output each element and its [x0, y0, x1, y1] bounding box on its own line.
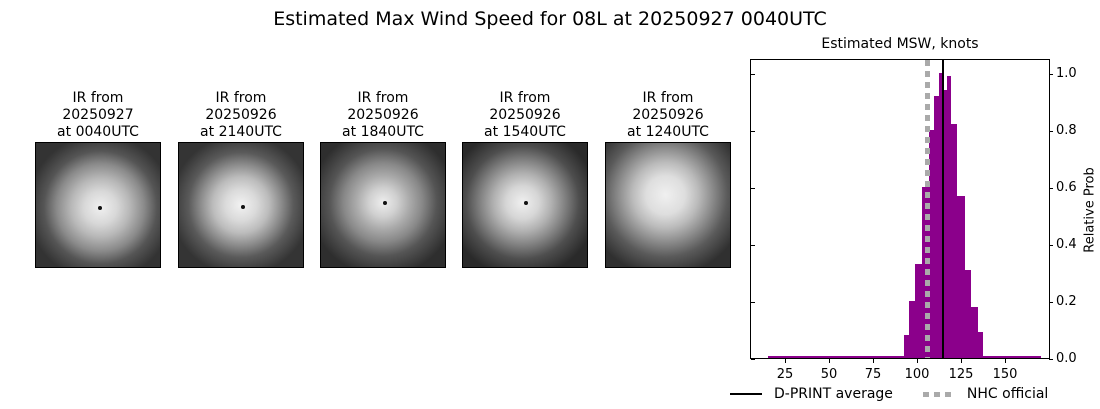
histogram-bar: [970, 306, 978, 358]
ir-panel-title-line: IR from: [499, 90, 551, 106]
x-tick: [873, 359, 874, 363]
legend-label: NHC official: [966, 386, 1049, 402]
histogram-bar: [909, 301, 916, 358]
y-tick: [1049, 359, 1053, 360]
histogram-bar: [903, 335, 910, 358]
histogram-bar: [957, 195, 965, 358]
ir-panel-title-line: at 1540UTC: [484, 124, 566, 140]
histogram-bar: [934, 95, 939, 358]
y-tick: [1049, 74, 1053, 75]
ir-panel-title-line: 20250927: [62, 107, 134, 123]
x-tick-label: 25: [776, 367, 794, 382]
ir-panel-title-line: 20250926: [632, 107, 704, 123]
legend-item-nhc: NHC official: [922, 386, 1049, 402]
x-tick-label: 75: [864, 367, 882, 382]
histogram-bar: [978, 332, 983, 358]
figure-title: Estimated Max Wind Speed for 08L at 2025…: [273, 8, 827, 30]
ir-panel-title-line: at 2140UTC: [200, 124, 282, 140]
ir-panel-title: IR from 20250926 at 1840UTC: [320, 90, 446, 142]
y-axis-title: Relative Prob: [1082, 167, 1098, 253]
x-tick: [917, 359, 918, 363]
x-tick-label: 125: [948, 367, 974, 382]
ir-panel-title: IR from 20250926 at 2140UTC: [178, 90, 304, 142]
histogram-bar: [964, 269, 971, 358]
hurricane-eye-icon: [98, 206, 102, 210]
solid-line-swatch-icon: [730, 393, 762, 395]
ir-panel-title-line: 20250926: [205, 107, 277, 123]
y-tick-label: 0.8: [1056, 123, 1077, 138]
y-tick-left: [751, 302, 755, 303]
nhc-official-line: [924, 60, 930, 358]
y-tick-left: [751, 131, 755, 132]
ir-panel-title-line: IR from: [215, 90, 267, 106]
y-tick-left: [751, 74, 755, 75]
ir-panel: IR from 20250926 at 2140UTC: [178, 90, 304, 268]
ir-panel-title-line: 20250926: [489, 107, 561, 123]
y-tick-label: 1.0: [1056, 66, 1077, 81]
histogram-plot-area: [750, 59, 1050, 359]
y-tick-label: 0.4: [1056, 237, 1077, 252]
ir-satellite-image: [178, 142, 304, 268]
legend-label: D-PRINT average: [774, 386, 893, 402]
y-tick-left: [751, 359, 755, 360]
histogram-bar: [947, 75, 952, 358]
ir-panel: IR from 20250926 at 1540UTC: [462, 90, 588, 268]
y-tick: [1049, 131, 1053, 132]
ir-satellite-image: [320, 142, 446, 268]
ir-panel-title: IR from 20250926 at 1540UTC: [462, 90, 588, 142]
x-tick: [961, 359, 962, 363]
ir-panel-title-line: at 1240UTC: [627, 124, 709, 140]
y-tick-label: 0.6: [1056, 180, 1077, 195]
histogram-bar: [982, 356, 1042, 358]
x-tick: [1005, 359, 1006, 363]
legend-item-dprint: D-PRINT average: [730, 386, 893, 402]
y-tick: [1049, 302, 1053, 303]
histogram-bar: [942, 90, 948, 358]
ir-panel-title-line: IR from: [642, 90, 694, 106]
ir-panel: IR from 20250926 at 1840UTC: [320, 90, 446, 268]
y-tick-left: [751, 245, 755, 246]
histogram-bar: [929, 130, 934, 358]
histogram-bar: [951, 124, 958, 358]
hurricane-eye-icon: [241, 205, 245, 209]
ir-panel-title-line: IR from: [357, 90, 409, 106]
y-tick-label: 0.0: [1056, 351, 1077, 366]
ir-panel-title-line: 20250926: [347, 107, 419, 123]
y-tick-label: 0.2: [1056, 294, 1077, 309]
x-tick: [785, 359, 786, 363]
ir-panel-title-line: at 0040UTC: [57, 124, 139, 140]
ir-panel-title: IR from 20250926 at 1240UTC: [605, 90, 731, 142]
ir-panel-title-line: IR from: [72, 90, 124, 106]
legend: D-PRINT average NHC official: [730, 386, 1078, 402]
y-tick-left: [751, 188, 755, 189]
histogram-bar: [938, 73, 943, 358]
hurricane-eye-icon: [383, 201, 387, 205]
ir-panel: IR from 20250926 at 1240UTC: [605, 90, 731, 268]
x-tick-label: 50: [820, 367, 838, 382]
x-tick: [829, 359, 830, 363]
chart-title: Estimated MSW, knots: [821, 36, 979, 52]
ir-panel-title-line: at 1840UTC: [342, 124, 424, 140]
ir-panel: IR from 20250927 at 0040UTC: [35, 90, 161, 268]
x-tick-label: 150: [992, 367, 1018, 382]
hurricane-eye-icon: [524, 201, 528, 205]
y-tick: [1049, 245, 1053, 246]
ir-satellite-image: [605, 142, 731, 268]
x-tick-label: 100: [904, 367, 930, 382]
y-tick: [1049, 188, 1053, 189]
histogram-bar: [768, 356, 904, 358]
dprint-average-line: [941, 60, 944, 358]
dotted-line-swatch-icon: [922, 391, 955, 397]
ir-satellite-image: [35, 142, 161, 268]
ir-satellite-image: [462, 142, 588, 268]
ir-panel-title: IR from 20250927 at 0040UTC: [35, 90, 161, 142]
histogram-bar: [915, 263, 923, 358]
